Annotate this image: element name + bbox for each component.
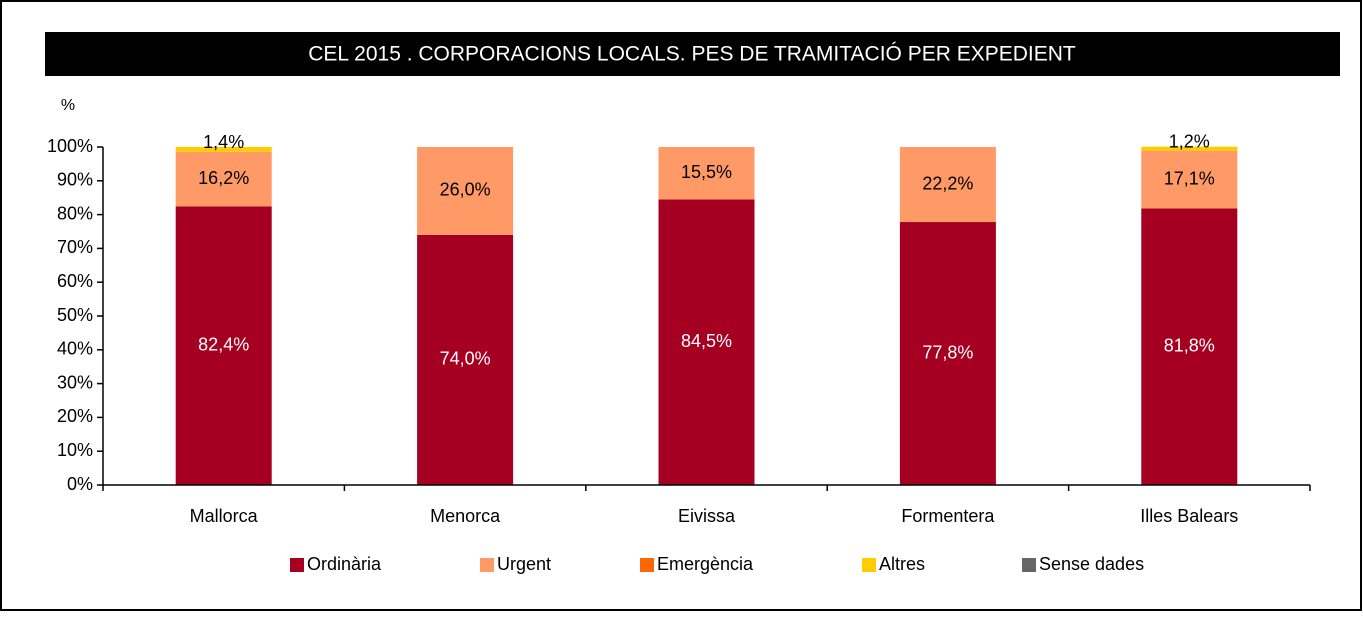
data-label: 26,0% bbox=[440, 180, 491, 200]
y-tick-label: 50% bbox=[57, 305, 93, 325]
y-tick-label: 20% bbox=[57, 406, 93, 426]
data-label: 1,4% bbox=[203, 132, 244, 152]
legend-swatch bbox=[1022, 558, 1036, 572]
x-tick-label: Formentera bbox=[901, 506, 995, 526]
data-label: 74,0% bbox=[440, 349, 491, 369]
bar-segment bbox=[1141, 208, 1238, 486]
legend-label: Urgent bbox=[497, 554, 551, 574]
legend-label: Emergència bbox=[657, 554, 754, 574]
bar-segment bbox=[175, 206, 272, 485]
bar-segment bbox=[658, 199, 755, 485]
data-label: 17,1% bbox=[1164, 168, 1215, 188]
data-label: 15,5% bbox=[681, 162, 732, 182]
y-tick-label: 0% bbox=[67, 474, 93, 494]
y-tick-label: 40% bbox=[57, 339, 93, 359]
bar-segment bbox=[175, 151, 272, 207]
x-tick-label: Eivissa bbox=[678, 506, 736, 526]
data-label: 1,2% bbox=[1169, 131, 1210, 151]
legend-label: Altres bbox=[879, 554, 925, 574]
bar-segment bbox=[899, 222, 996, 485]
legend-swatch bbox=[862, 558, 876, 572]
bar-segment bbox=[417, 147, 514, 235]
bar-segment bbox=[658, 147, 755, 200]
data-label: 82,4% bbox=[198, 334, 249, 354]
data-label: 77,8% bbox=[922, 342, 973, 362]
y-axis-label: % bbox=[61, 97, 75, 114]
y-tick-label: 70% bbox=[57, 237, 93, 257]
y-tick-label: 80% bbox=[57, 203, 93, 223]
chart-title: CEL 2015 . CORPORACIONS LOCALS. PES DE T… bbox=[308, 43, 1076, 66]
legend-swatch bbox=[480, 558, 494, 572]
data-label: 84,5% bbox=[681, 331, 732, 351]
data-label: 22,2% bbox=[922, 173, 973, 193]
y-tick-label: 60% bbox=[57, 271, 93, 291]
legend-swatch bbox=[640, 558, 654, 572]
bar-segment bbox=[175, 147, 272, 152]
y-tick-label: 100% bbox=[47, 136, 93, 156]
y-tick-label: 90% bbox=[57, 170, 93, 190]
bar-segment bbox=[1141, 150, 1238, 209]
bar-segment bbox=[899, 147, 996, 223]
y-tick-label: 10% bbox=[57, 440, 93, 460]
x-tick-label: Illes Balears bbox=[1140, 506, 1238, 526]
legend-label: Ordinària bbox=[307, 554, 382, 574]
bar-segment bbox=[417, 234, 514, 485]
y-tick-label: 30% bbox=[57, 372, 93, 392]
legend-swatch bbox=[290, 558, 304, 572]
legend-label: Sense dades bbox=[1039, 554, 1144, 574]
data-label: 81,8% bbox=[1164, 336, 1215, 356]
x-tick-label: Mallorca bbox=[190, 506, 259, 526]
data-label: 16,2% bbox=[198, 168, 249, 188]
x-tick-label: Menorca bbox=[430, 506, 501, 526]
bar-segment bbox=[1141, 146, 1238, 151]
title-bar bbox=[45, 32, 1340, 76]
